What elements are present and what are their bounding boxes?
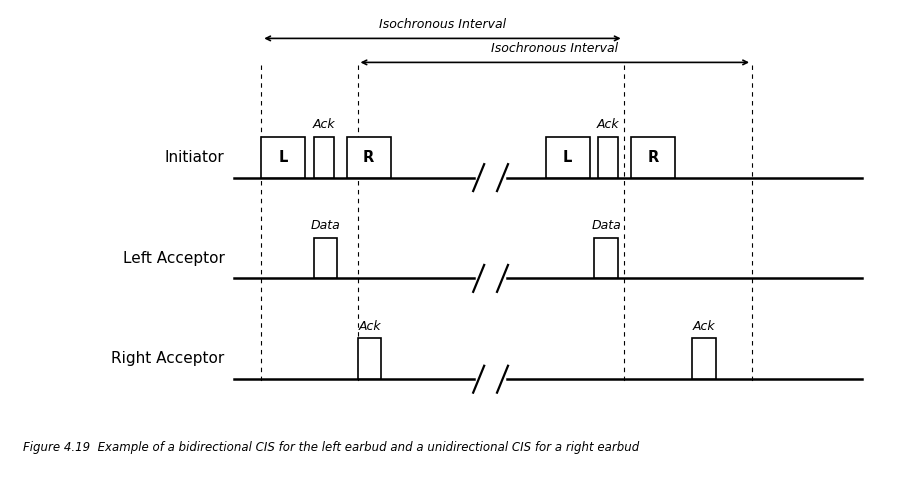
Text: Initiator: Initiator: [165, 150, 225, 165]
Text: R: R: [647, 150, 658, 165]
Text: Data: Data: [591, 219, 621, 232]
Text: Left Acceptor: Left Acceptor: [123, 251, 225, 265]
Text: Ack: Ack: [313, 118, 335, 131]
Text: Ack: Ack: [693, 320, 715, 333]
Text: Figure 4.19  Example of a bidirectional CIS for the left earbud and a unidirecti: Figure 4.19 Example of a bidirectional C…: [23, 441, 639, 454]
Bar: [358, 338, 381, 379]
Text: Isochronous Interval: Isochronous Interval: [492, 42, 618, 55]
Bar: [594, 238, 618, 278]
Bar: [546, 137, 590, 178]
Text: L: L: [279, 150, 288, 165]
Text: Data: Data: [311, 219, 340, 232]
Bar: [347, 137, 391, 178]
Text: Right Acceptor: Right Acceptor: [111, 351, 225, 366]
Bar: [631, 137, 675, 178]
Bar: [261, 137, 305, 178]
Bar: [692, 338, 716, 379]
Text: R: R: [363, 150, 374, 165]
Bar: [598, 137, 618, 178]
Text: Ack: Ack: [597, 118, 619, 131]
Text: Isochronous Interval: Isochronous Interval: [379, 18, 506, 31]
Text: Ack: Ack: [359, 320, 381, 333]
Bar: [314, 238, 337, 278]
Bar: [314, 137, 334, 178]
Text: L: L: [563, 150, 572, 165]
